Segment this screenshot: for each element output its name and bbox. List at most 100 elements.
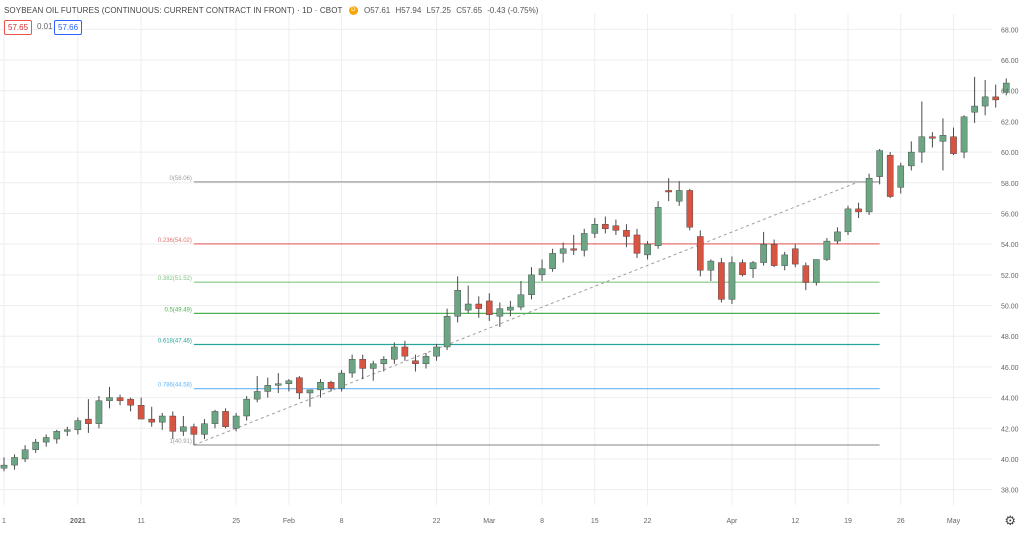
candle-body (739, 262, 746, 276)
candle-body (549, 253, 556, 269)
fib-level-label: 0.786(44.58) (158, 383, 192, 389)
open-value: O57.61 (364, 6, 391, 15)
price-tick-label: 66.00 (1001, 58, 1019, 65)
candle-body (855, 208, 862, 213)
candle-body (74, 420, 82, 431)
candle-body (475, 303, 483, 309)
candle-up (528, 267, 535, 300)
sell-price-button[interactable]: 57.65 (4, 20, 33, 35)
candle-down (570, 234, 577, 255)
candle-body (749, 262, 757, 269)
price-tick-label: 68.00 (1001, 27, 1019, 34)
candle-up (0, 457, 8, 472)
candle-body (380, 359, 388, 365)
candle-down (929, 132, 936, 148)
candle-body (992, 96, 999, 101)
candle-up (908, 141, 915, 171)
candle-down (665, 178, 672, 202)
candle-body (433, 346, 440, 357)
price-tick-label: 40.00 (1001, 457, 1019, 464)
candle-body (401, 346, 409, 357)
candle-down (85, 399, 92, 433)
candle-body (517, 294, 525, 308)
candle-up (454, 276, 461, 323)
candle-up (728, 256, 736, 304)
price-tick-label: 62.00 (1001, 119, 1019, 126)
time-tick-label: 22 (644, 518, 652, 525)
time-tick-label: 2021 (70, 518, 86, 525)
candle-body (580, 233, 588, 251)
candle-down (602, 216, 609, 234)
time-tick-label: 26 (897, 518, 905, 525)
candle-up (971, 76, 978, 123)
time-tick-label: Mar (483, 518, 496, 525)
candle-body (760, 243, 767, 263)
time-tick-label: 22 (433, 518, 441, 525)
candle-body (296, 377, 303, 394)
candle-up (338, 369, 345, 392)
price-tick-label: 48.00 (1001, 334, 1019, 341)
time-tick-label: 25 (232, 518, 240, 525)
candle-body (190, 426, 198, 435)
candle-down (623, 224, 630, 248)
candle-body (570, 248, 577, 251)
candle-body (507, 306, 514, 311)
candle-body (0, 464, 8, 469)
candle-body (876, 150, 883, 177)
candle-body (813, 259, 820, 283)
buy-price-button[interactable]: 57.66 (54, 20, 83, 35)
time-tick-label: 1 (2, 518, 6, 525)
candle-up (496, 302, 504, 328)
candle-up (285, 379, 293, 392)
candle-body (85, 418, 92, 424)
candle-up (464, 285, 472, 314)
candle-down (633, 228, 641, 258)
gear-icon[interactable]: ⚙ (1004, 513, 1016, 528)
candle-body (369, 363, 377, 369)
candle-body (95, 400, 103, 424)
candle-up (369, 360, 377, 381)
candle-up (876, 149, 883, 185)
candle-body (718, 262, 725, 300)
candle-down (739, 259, 746, 277)
candle-body (528, 274, 535, 295)
close-value: C57.65 (456, 6, 483, 15)
candle-up (834, 227, 841, 245)
price-tick-label: 52.00 (1001, 273, 1019, 280)
fib-trend-line (193, 181, 859, 446)
candle-up (844, 205, 852, 235)
candle-body (63, 429, 71, 432)
candle-down (116, 394, 124, 406)
candle-up (158, 412, 166, 430)
delayed-data-badge[interactable]: D (348, 6, 358, 16)
candle-up (391, 342, 398, 364)
fib-level-label: 0(58.06) (170, 176, 192, 182)
candle-body (496, 308, 504, 317)
candle-body (180, 426, 187, 432)
candle-body (306, 389, 314, 394)
candle-up (707, 259, 715, 281)
time-axis: 1 2021 11 25 Feb 8 22 Mar 8 15 22 Apr 12 19 26 May (2, 518, 961, 525)
candle-body (707, 260, 715, 271)
candle-body (32, 441, 39, 450)
price-tick-label: 50.00 (1001, 304, 1019, 311)
candle-body (918, 136, 926, 153)
price-tick-label: 60.00 (1001, 150, 1019, 157)
time-tick-label: Apr (726, 518, 738, 525)
candle-body (654, 207, 662, 246)
candle-body (253, 391, 261, 400)
candle-body (412, 360, 419, 365)
candle-up (21, 445, 29, 463)
candle-body (612, 225, 620, 231)
candle-body (327, 382, 335, 389)
symbol-title[interactable]: SOYBEAN OIL FUTURES (CONTINUOUS: CURRENT… (4, 6, 343, 15)
candle-down (855, 202, 862, 219)
candle-down (686, 188, 694, 231)
fib-level-label: 1(40.91) (170, 439, 192, 445)
price-axis: 38.00 40.00 42.00 44.00 46.00 48.00 50.00 52.00… (1001, 27, 1019, 494)
candle-up (760, 231, 767, 266)
candle-body (960, 116, 968, 153)
candle-up (939, 118, 947, 171)
